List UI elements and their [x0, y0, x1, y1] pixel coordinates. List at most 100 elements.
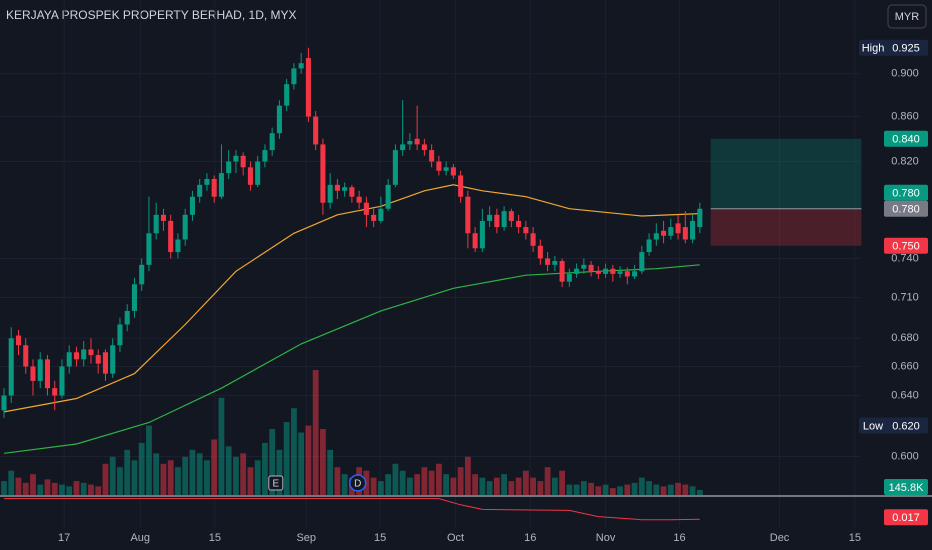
candle-body — [494, 214, 500, 228]
volume-badge — [884, 479, 928, 495]
high-value-label: 0.925 — [892, 43, 920, 55]
candle-body — [313, 116, 319, 145]
candle-body — [15, 335, 22, 346]
candle-body — [443, 167, 449, 171]
candle-body — [632, 271, 638, 277]
candle-body — [124, 310, 130, 325]
volume-bar — [443, 474, 450, 495]
candle-body — [653, 233, 659, 240]
volume-bar — [479, 477, 486, 495]
volume-bar — [537, 481, 544, 495]
stop-badge — [884, 237, 928, 254]
candle-body — [327, 184, 333, 203]
candle-body — [23, 345, 29, 367]
volume-bar — [515, 477, 522, 495]
volume-bar — [646, 481, 652, 495]
volume-bar — [240, 453, 247, 495]
low-tag-label: Low — [863, 420, 883, 432]
moving-average — [3, 264, 700, 454]
candle-body — [697, 208, 703, 228]
volume-bar — [399, 470, 406, 495]
volume-bar — [167, 460, 174, 495]
volume-bar — [334, 467, 341, 495]
y-tick-label: 0.900 — [891, 68, 919, 80]
candle-body — [501, 211, 507, 228]
candle-body — [363, 202, 369, 215]
volume-bar — [59, 484, 65, 495]
volume-bar — [624, 484, 631, 495]
candle-body — [349, 187, 355, 197]
candle-body — [197, 184, 203, 197]
x-tick-label: Aug — [130, 532, 150, 544]
volume-bar — [283, 422, 290, 495]
candle-body — [516, 220, 522, 228]
y-tick-label: 0.640 — [891, 389, 919, 401]
chart-title: KERJAYA PROSPEK PROPERTY BERHAD, 1D, MYX — [6, 8, 297, 22]
candle-body — [385, 184, 391, 209]
x-tick-label: Sep — [296, 532, 316, 544]
volume-bar — [44, 479, 51, 495]
moving-average — [3, 184, 700, 413]
candle-body — [44, 359, 51, 389]
volume-bar — [530, 477, 537, 495]
volume-bar — [435, 463, 442, 495]
volume-bar — [131, 460, 138, 495]
candle-body — [682, 227, 688, 240]
volume-bar — [457, 467, 464, 495]
volume-bar — [124, 449, 131, 495]
volume-bar — [204, 460, 210, 495]
candle-body — [153, 214, 159, 234]
volume-bar — [37, 484, 44, 495]
volume-bar — [15, 477, 22, 495]
volume-bar — [305, 425, 312, 495]
volume-bar — [602, 484, 609, 495]
x-tick-label: 15 — [374, 532, 386, 544]
volume-bar — [182, 456, 189, 495]
volume-bar — [327, 449, 334, 495]
volume-bar — [262, 442, 268, 495]
y-tick-label: 0.660 — [891, 360, 919, 372]
candle-body — [131, 284, 137, 311]
currency-button[interactable] — [887, 4, 927, 29]
candle-body — [588, 264, 594, 272]
volume-bar — [696, 489, 703, 495]
candle-body — [378, 208, 384, 221]
volume-bar — [573, 484, 580, 495]
candle-body — [537, 245, 543, 259]
volume-bar — [638, 477, 645, 495]
volume-bar — [117, 467, 123, 495]
volume-bar — [153, 453, 160, 495]
x-tick-label: 16 — [524, 532, 536, 544]
currency[interactable]: MYR — [895, 11, 920, 23]
candle-body — [305, 58, 311, 117]
event-marker — [268, 475, 284, 491]
candle-body — [429, 150, 435, 162]
candle-body — [117, 324, 123, 346]
volume-bar — [580, 481, 587, 495]
volume-bar — [385, 474, 392, 495]
candle-body — [530, 233, 536, 246]
candle-body — [552, 261, 558, 265]
candle-body — [284, 84, 290, 106]
volume-bar — [95, 486, 102, 495]
volume-bar — [617, 486, 623, 495]
candle-body — [371, 214, 377, 221]
volume-bar — [508, 481, 515, 495]
candle-body — [52, 388, 58, 396]
candle-body — [487, 214, 493, 221]
x-tick-label: 16 — [673, 532, 685, 544]
volume-bar — [51, 482, 58, 495]
volume-bar — [689, 486, 696, 495]
volume-bar — [189, 449, 196, 495]
candle-body — [226, 161, 232, 174]
high-tag — [859, 39, 887, 56]
candle-body — [269, 133, 275, 151]
low-value — [884, 417, 928, 434]
x-tick-label: Oct — [447, 532, 464, 544]
candle-body — [95, 355, 101, 364]
last-price-badge — [884, 184, 928, 201]
volume-bar — [588, 482, 594, 495]
volume-bar — [406, 477, 413, 495]
volume-bar — [109, 456, 116, 495]
